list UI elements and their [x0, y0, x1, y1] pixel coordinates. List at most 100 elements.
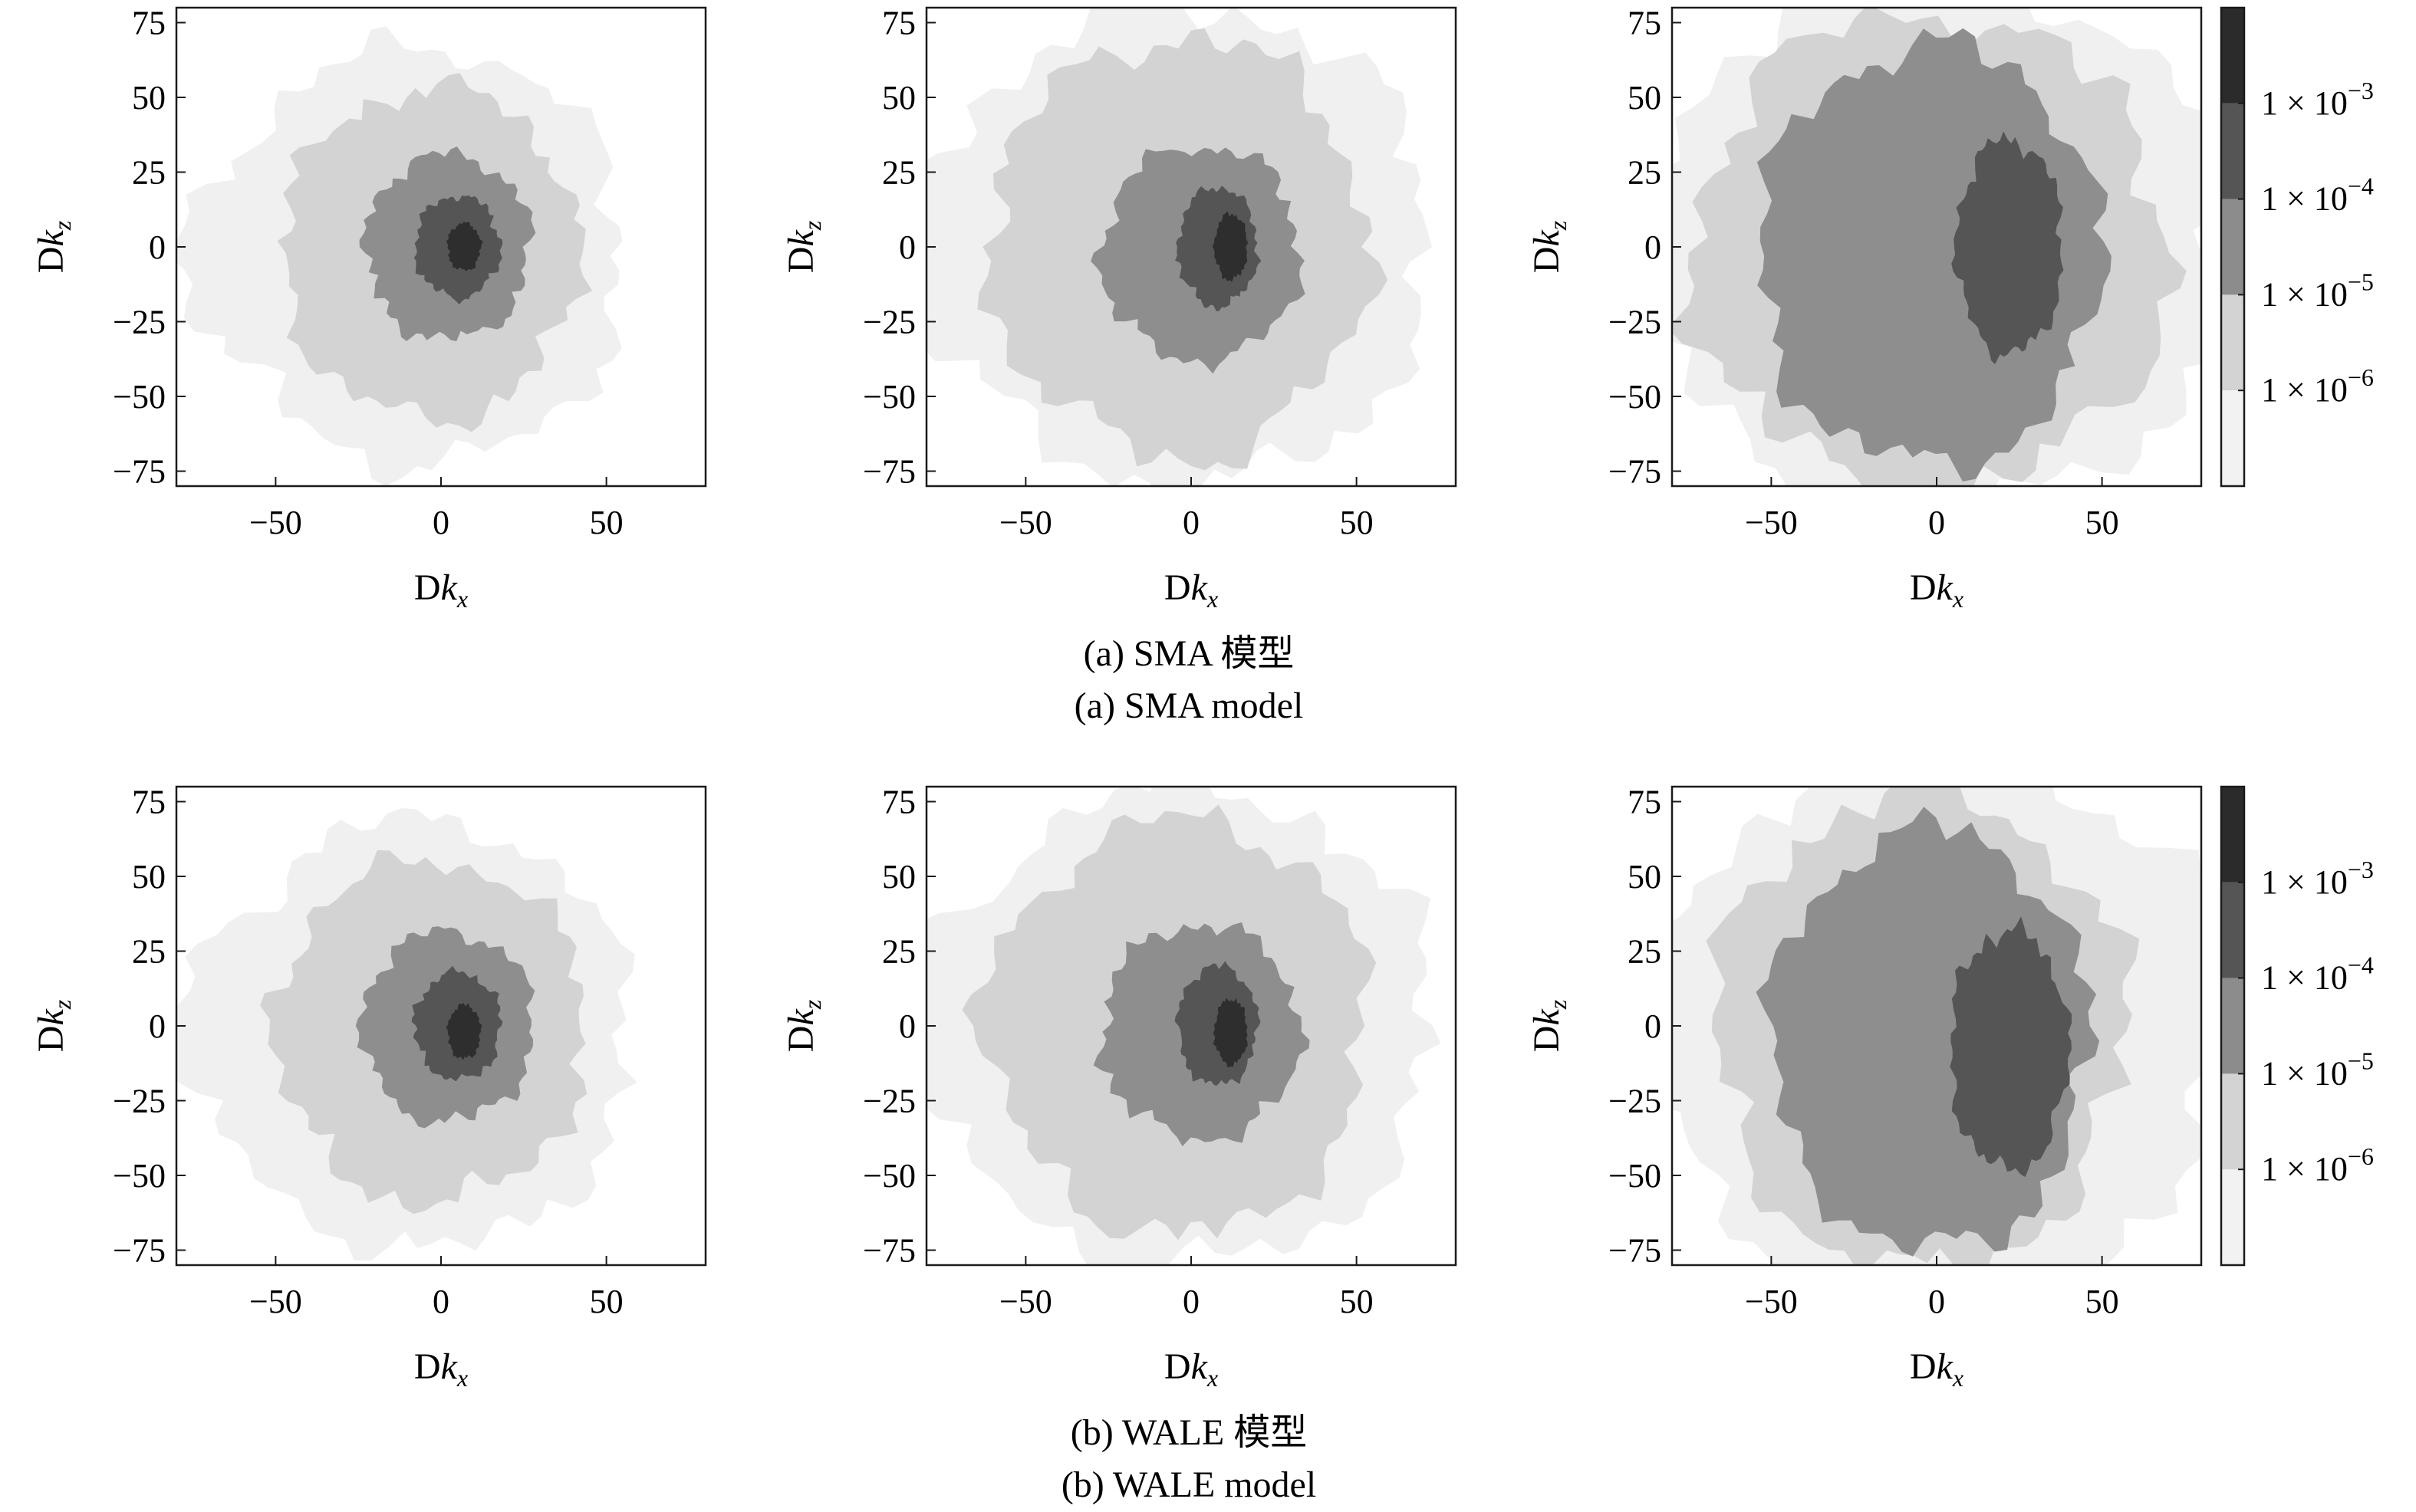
colorbar-frame	[2220, 6, 2246, 488]
colorbar-label: 1 × 10−4	[2261, 952, 2374, 997]
y-tick-label: 25	[132, 933, 166, 971]
y-tick-label: 50	[1628, 79, 1661, 117]
y-tick-label: −50	[863, 1157, 916, 1195]
x-tick-label: −50	[249, 504, 302, 541]
y-tick-label: 25	[132, 154, 166, 192]
y-tick-label: −50	[1608, 378, 1661, 416]
x-tick-label: −50	[1745, 1283, 1798, 1320]
subplot-0-0: 75 50 25 0 −25 −50 −75 −50 0 50 Dkx Dkz	[31, 5, 707, 613]
y-axis-label: Dkz	[31, 220, 76, 273]
x-tick-label: 50	[1340, 504, 1374, 541]
y-tick-label: 25	[1628, 933, 1661, 971]
y-tick-label: −75	[113, 453, 166, 491]
colorbar-label: 1 × 10−6	[2261, 363, 2374, 409]
row-a-caption-en: (a) SMA model	[1075, 685, 1304, 726]
x-tick-label: −50	[999, 1283, 1052, 1320]
y-tick-label: 25	[882, 154, 916, 192]
colorbar-label: 1 × 10−5	[2261, 268, 2374, 313]
y-tick-label: 75	[882, 5, 916, 42]
colorbar-band	[2221, 882, 2244, 978]
x-tick-label: 50	[590, 1283, 624, 1320]
y-tick-label: −75	[863, 1232, 916, 1270]
colorbar-band	[2221, 294, 2244, 391]
y-tick-label: 75	[1628, 5, 1661, 42]
colorbar-label: 1 × 10−3	[2261, 77, 2374, 122]
y-tick-label: −25	[1608, 1083, 1661, 1120]
x-tick-label: 50	[2085, 504, 2119, 541]
contour-level-3	[1950, 916, 2072, 1178]
x-axis-label: Dkx	[1164, 567, 1218, 613]
y-tick-label: −50	[113, 1157, 166, 1195]
subplot-0-2: 75 50 25 0 −25 −50 −75 −50 0 50 Dkx Dkz	[1526, 5, 2203, 613]
colorbar-band	[2221, 1169, 2244, 1265]
y-tick-label: 75	[132, 784, 166, 821]
y-axis-label: Dkz	[1526, 999, 1572, 1052]
y-tick-label: −25	[113, 1083, 166, 1120]
y-tick-label: −75	[113, 1232, 166, 1270]
colorbar-1: 1 × 10−3 1 × 10−4 1 × 10−5 1 × 10−6	[2220, 785, 2374, 1267]
colorbar-label: 1 × 10−4	[2261, 173, 2374, 218]
contour-level-4	[1213, 998, 1248, 1068]
x-tick-label: 0	[433, 504, 449, 541]
contour-level-4	[446, 1003, 482, 1060]
x-tick-label: 50	[590, 504, 624, 541]
contour-level-4	[446, 222, 483, 271]
y-tick-label: 50	[882, 858, 916, 896]
y-tick-label: −75	[863, 453, 916, 491]
x-tick-label: 50	[1340, 1283, 1374, 1320]
y-tick-label: −25	[863, 304, 916, 341]
subplot-grid: 75 50 25 0 −25 −50 −75 −50 0 50 Dkx Dkz 75 50 25 0 −25 −5…	[31, 5, 2203, 1392]
colorbar-group: 1 × 10−31 × 10−41 × 10−51 × 10−61 × 10−3…	[2220, 6, 2374, 1267]
colorbar-band	[2221, 1073, 2244, 1170]
colorbar-label: 1 × 10−3	[2261, 856, 2374, 901]
y-tick-label: −75	[1608, 453, 1661, 491]
colorbar-0: 1 × 10−3 1 × 10−4 1 × 10−5 1 × 10−6	[2220, 6, 2374, 488]
y-tick-label: 25	[882, 933, 916, 971]
y-tick-label: 0	[899, 1007, 916, 1045]
colorbar-band	[2221, 390, 2244, 486]
contour-fills	[1672, 8, 2201, 486]
y-tick-label: 0	[899, 228, 916, 266]
colorbar-band	[2221, 8, 2244, 104]
x-axis-label: Dkx	[1910, 1346, 1963, 1392]
y-tick-label: −50	[113, 378, 166, 416]
y-tick-label: 50	[1628, 858, 1661, 896]
row-b-caption-zh: (b) WALE 模型	[1071, 1412, 1307, 1453]
row-a-caption-zh: (a) SMA 模型	[1084, 633, 1295, 674]
colorbar-band	[2221, 103, 2244, 199]
x-tick-label: 0	[1183, 1283, 1200, 1320]
colorbar-band	[2221, 199, 2244, 295]
y-tick-label: −25	[113, 304, 166, 341]
y-tick-label: 50	[132, 79, 166, 117]
row-b-caption-en: (b) WALE model	[1062, 1464, 1316, 1505]
x-axis-label: Dkx	[414, 1346, 468, 1392]
colorbar-label: 1 × 10−6	[2261, 1142, 2374, 1188]
y-axis-label: Dkz	[31, 999, 76, 1052]
y-axis-label: Dkz	[1526, 220, 1572, 273]
subplot-1-0: 75 50 25 0 −25 −50 −75 −50 0 50 Dkx Dkz	[31, 784, 707, 1392]
x-axis-label: Dkx	[414, 567, 468, 613]
contour-fills	[176, 808, 637, 1261]
y-tick-label: 50	[132, 858, 166, 896]
y-tick-label: 0	[1644, 228, 1661, 266]
contour-fills	[1672, 787, 2201, 1265]
y-tick-label: 50	[882, 79, 916, 117]
colorbar-frame	[2220, 785, 2246, 1267]
contour-fills	[927, 787, 1441, 1265]
contour-level-4	[1212, 211, 1249, 282]
y-tick-label: 75	[1628, 784, 1661, 821]
contour-level-3	[1951, 131, 2064, 365]
y-tick-label: 0	[149, 1007, 166, 1045]
contour-fills	[927, 8, 1433, 486]
subplot-1-1: 75 50 25 0 −25 −50 −75 −50 0 50 Dkx Dkz	[781, 784, 1457, 1392]
subplot-0-1: 75 50 25 0 −25 −50 −75 −50 0 50 Dkx Dkz	[781, 5, 1457, 613]
y-tick-label: −25	[863, 1083, 916, 1120]
y-tick-label: 0	[149, 228, 166, 266]
x-tick-label: −50	[249, 1283, 302, 1320]
x-axis-label: Dkx	[1164, 1346, 1218, 1392]
x-axis-label: Dkx	[1910, 567, 1963, 613]
x-tick-label: −50	[1745, 504, 1798, 541]
x-tick-label: 50	[2085, 1283, 2119, 1320]
y-tick-label: 0	[1644, 1007, 1661, 1045]
